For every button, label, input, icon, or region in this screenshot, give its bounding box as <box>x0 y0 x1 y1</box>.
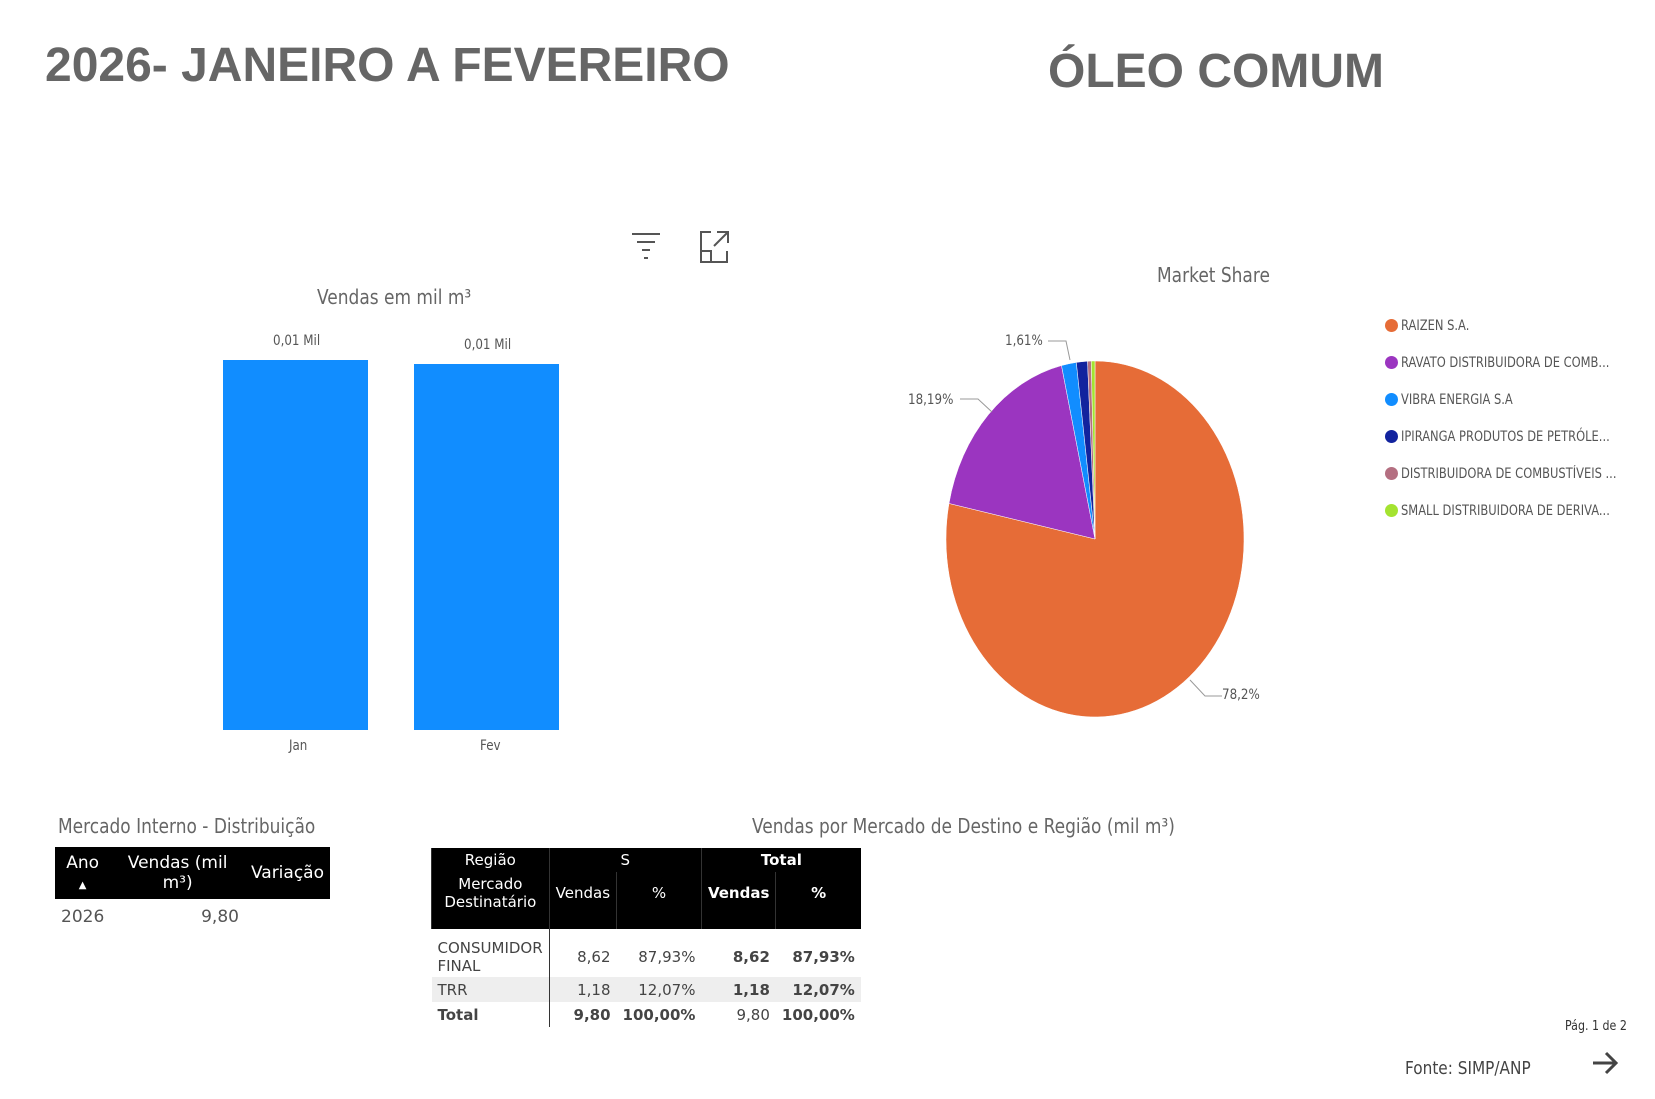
table-row: CONSUMIDOR FINAL 8,62 87,93% 8,62 87,93% <box>431 937 861 977</box>
pie-label-vibra: 1,61% <box>1005 333 1043 349</box>
legend-dot-icon <box>1385 504 1398 517</box>
legend-dot-icon <box>1385 356 1398 369</box>
pie-chart <box>945 360 1245 718</box>
col-vendas[interactable]: Vendas (mil m³) <box>110 847 245 899</box>
page-title: 2026- JANEIRO A FEVEREIRO <box>45 39 730 92</box>
legend-dot-icon <box>1385 467 1398 480</box>
legend-item[interactable]: DISTRIBUIDORA DE COMBUSTÍVEIS ... <box>1385 455 1655 492</box>
legend-item[interactable]: IPIRANGA PRODUTOS DE PETRÓLE... <box>1385 418 1655 455</box>
focus-mode-icon[interactable] <box>697 229 731 265</box>
legend-label: VIBRA ENERGIA S.A <box>1401 391 1513 408</box>
bar-fev[interactable] <box>414 363 559 730</box>
legend-dot-icon <box>1385 393 1398 406</box>
legend-item[interactable]: VIBRA ENERGIA S.A <box>1385 381 1655 418</box>
bar-jan[interactable] <box>223 360 368 730</box>
col-total-pct[interactable]: % <box>775 872 861 929</box>
pie-chart-title: Market Share <box>1157 263 1270 287</box>
legend-item[interactable]: RAVATO DISTRIBUIDORA DE COMB... <box>1385 344 1655 381</box>
col-total-vendas[interactable]: Vendas <box>700 872 776 929</box>
filter-icon[interactable] <box>630 230 662 262</box>
col-ano[interactable]: Ano ▲ <box>55 847 111 899</box>
bar-chart-title: Vendas em mil m³ <box>317 285 472 309</box>
sort-ascending-icon: ▲ <box>78 880 87 891</box>
col-mercado[interactable]: Mercado Destinatário <box>431 872 550 929</box>
product-title: ÓLEO COMUM <box>1048 45 1384 98</box>
vendas-destino-table: Região S Total Mercado Destinatário Vend… <box>431 848 861 1027</box>
vendas-destino-title: Vendas por Mercado de Destino e Região (… <box>752 814 1175 838</box>
legend-label: SMALL DISTRIBUIDORA DE DERIVA... <box>1401 502 1610 519</box>
legend-dot-icon <box>1385 430 1398 443</box>
x-tick-label: Jan <box>289 738 308 754</box>
bar-data-label: 0,01 Mil <box>464 336 512 353</box>
bar-data-label: 0,01 Mil <box>273 333 321 349</box>
legend-label: DISTRIBUIDORA DE COMBUSTÍVEIS ... <box>1401 465 1617 482</box>
legend-label: IPIRANGA PRODUTOS DE PETRÓLE... <box>1401 428 1610 445</box>
x-tick-label: Fev <box>480 738 501 754</box>
table-row: 2026 9,80 <box>61 907 239 927</box>
source-text: Fonte: SIMP/ANP <box>1405 1058 1531 1079</box>
table-row: TRR 1,18 12,07% 1,18 12,07% <box>431 977 861 1002</box>
pie-label-raizen: 78,2% <box>1222 687 1260 703</box>
next-page-arrow-icon[interactable] <box>1590 1050 1620 1076</box>
mercado-interno-title: Mercado Interno - Distribuição <box>58 814 316 838</box>
pie-label-ravato: 18,19% <box>908 392 954 408</box>
legend-dot-icon <box>1385 319 1398 332</box>
legend-item[interactable]: RAIZEN S.A. <box>1385 307 1655 344</box>
page-indicator: Pág. 1 de 2 <box>1565 1019 1627 1034</box>
col-s-vendas[interactable]: Vendas <box>548 872 617 929</box>
col-s-pct[interactable]: % <box>616 872 702 929</box>
col-variacao[interactable]: Variação <box>244 847 330 899</box>
mercado-interno-table: Ano ▲ Vendas (mil m³) Variação 2026 9,80 <box>55 847 330 935</box>
pie-legend: RAIZEN S.A. RAVATO DISTRIBUIDORA DE COMB.… <box>1385 307 1655 529</box>
legend-label: RAVATO DISTRIBUIDORA DE COMB... <box>1401 354 1610 371</box>
legend-label: RAIZEN S.A. <box>1401 317 1470 334</box>
table-row-total: Total 9,80 100,00% 9,80 100,00% <box>431 1002 861 1027</box>
legend-item[interactable]: SMALL DISTRIBUIDORA DE DERIVA... <box>1385 492 1655 529</box>
